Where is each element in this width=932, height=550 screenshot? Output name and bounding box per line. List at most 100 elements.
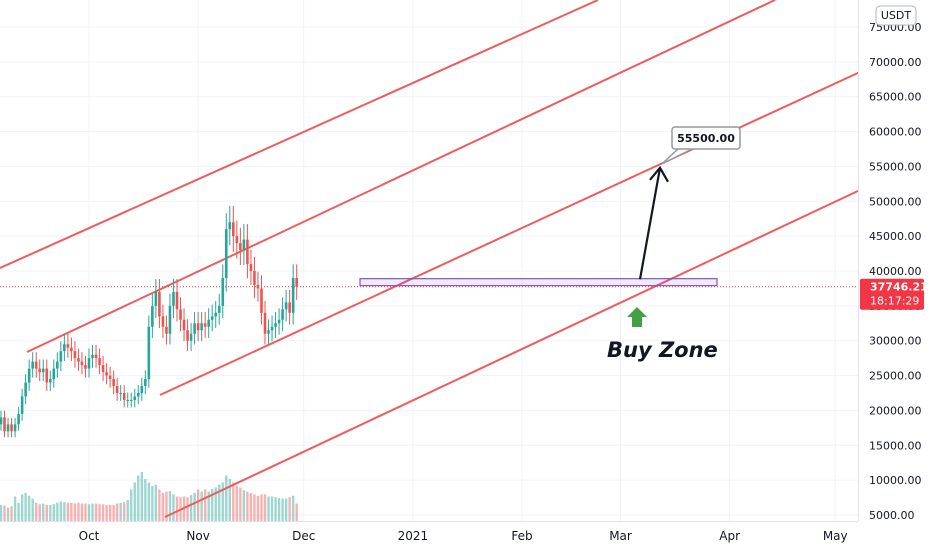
volume-bar: [91, 503, 94, 521]
volume-bar: [235, 486, 239, 521]
volume-bar: [3, 505, 6, 521]
candle: [270, 326, 274, 331]
volume-bar: [77, 502, 80, 521]
volume-bar: [267, 496, 270, 521]
candle: [59, 351, 63, 362]
volume-bar: [42, 503, 45, 521]
target-arrow-line[interactable]: [638, 167, 662, 280]
support-zone-box[interactable]: [359, 278, 718, 287]
candle: [129, 399, 133, 401]
volume-bar: [130, 489, 133, 521]
price-tick-label: 5000.00: [869, 509, 915, 522]
time-tick-label: Feb: [511, 529, 532, 543]
volume-bar: [189, 495, 193, 521]
candle: [115, 386, 119, 393]
target-callout-label: 55500.00: [677, 132, 735, 145]
candle: [105, 372, 108, 376]
buy-zone-label: Buy Zone: [607, 338, 718, 362]
candle: [232, 222, 235, 237]
candle: [196, 323, 200, 331]
candle: [112, 379, 115, 387]
annotations: 55500.00 Buy Zone: [607, 126, 741, 362]
candle: [235, 236, 239, 244]
volume-bar: [277, 497, 281, 521]
volume-bar: [17, 502, 20, 521]
volume-bar: [260, 494, 263, 521]
candle: [70, 347, 73, 352]
time-tick-label: Dec: [292, 529, 315, 543]
candle: [207, 319, 210, 327]
candle: [133, 396, 137, 400]
volume-bar: [175, 496, 179, 521]
volume-bar: [52, 504, 55, 521]
candle: [0, 417, 3, 425]
candle: [172, 291, 175, 306]
candle: [119, 393, 122, 394]
candle: [242, 239, 246, 251]
candle: [136, 393, 140, 397]
volume-bar: [123, 502, 126, 521]
candle: [63, 344, 66, 352]
candle: [41, 368, 45, 373]
candle: [281, 309, 284, 320]
candle: [77, 358, 80, 362]
candle: [147, 326, 151, 380]
candle: [203, 323, 207, 327]
candle: [291, 277, 295, 313]
candle: [3, 417, 6, 432]
candle: [48, 379, 52, 383]
price-tick-label: 10000.00: [869, 474, 922, 487]
currency-badge[interactable]: USDT: [875, 5, 917, 26]
volume-bars: [0, 472, 298, 521]
volume-bar: [288, 497, 291, 521]
volume-bar: [154, 484, 158, 521]
candle: [210, 316, 214, 320]
volume-bar: [186, 497, 189, 521]
candle: [140, 386, 144, 393]
price-tick-label: 45000.00: [869, 230, 922, 243]
volume-bar: [165, 491, 168, 521]
price-axis-background: [858, 0, 932, 550]
target-callout-pointer: [661, 148, 693, 165]
target-callout-box[interactable]: [671, 126, 741, 150]
volume-bar: [232, 482, 235, 521]
volume-bar: [115, 503, 119, 521]
volume-bar: [253, 494, 256, 521]
candle: [144, 379, 147, 387]
candle: [27, 368, 31, 383]
candle: [45, 368, 49, 383]
time-axis-ticks: Oct Nov Dec 2021 Feb Mar Apr May: [79, 529, 848, 543]
volume-bar: [270, 496, 274, 521]
price-tick-label: 25000.00: [869, 370, 922, 383]
candles: [0, 205, 298, 438]
target-arrowhead: [649, 165, 669, 183]
candle: [87, 358, 91, 369]
volume-bar: [133, 482, 136, 521]
volume-bar: [98, 504, 101, 521]
volume-bar: [214, 487, 217, 521]
volume-bar: [6, 507, 10, 521]
candle: [263, 312, 267, 334]
candle: [179, 309, 182, 320]
price-axis-ticks: 75000.0070000.0065000.0060000.0055000.00…: [869, 21, 922, 522]
volume-bar: [249, 493, 253, 521]
time-tick-label: 2021: [398, 529, 429, 543]
volume-bar: [105, 504, 108, 521]
candle: [165, 326, 168, 334]
volume-bar: [196, 489, 200, 521]
candle: [126, 399, 130, 401]
candle: [84, 365, 87, 369]
volume-bar: [291, 495, 295, 521]
volume-bar: [24, 493, 27, 521]
volume-bar: [119, 502, 122, 521]
price-tick-label: 55000.00: [869, 160, 922, 173]
volume-bar: [137, 475, 140, 521]
candle: [108, 375, 112, 380]
candle: [224, 229, 228, 278]
volume-bar: [63, 502, 66, 521]
price-tick-label: 70000.00: [869, 56, 922, 69]
volume-bar: [94, 503, 98, 521]
volume-bar: [140, 472, 143, 521]
volume-bar: [274, 497, 277, 521]
